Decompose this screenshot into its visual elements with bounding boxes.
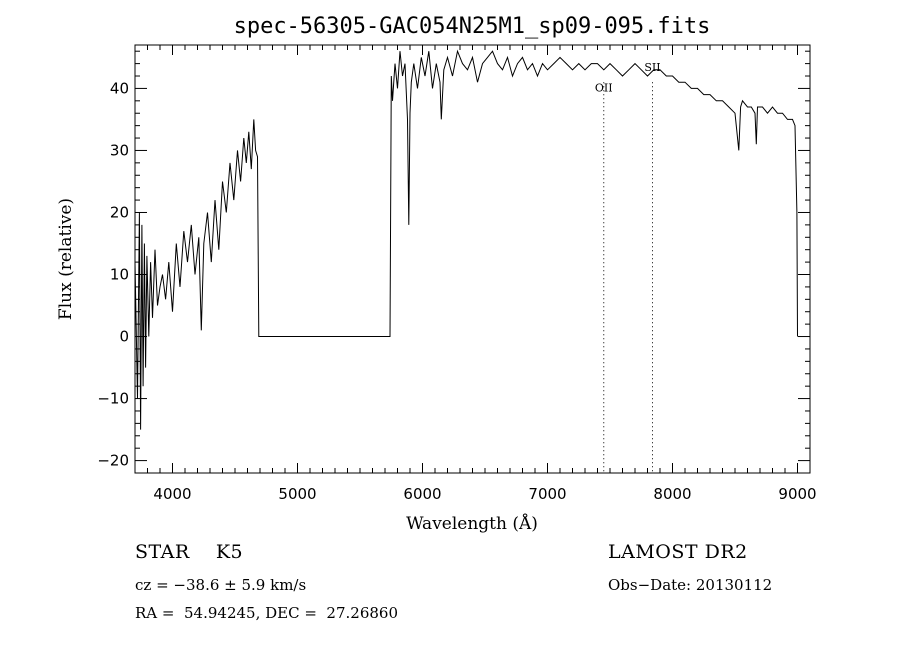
redshift-readout: cz = −38.6 ± 5.9 km/s [135,576,307,594]
object-class: STAR K5 [135,541,244,563]
spectrum-line [134,49,798,430]
plot-area: 4000 5000 6000 7000 8000 9000 −20 −10 0 10 20 30 40 O… [97,44,817,503]
y-tick-label: 0 [119,328,129,346]
x-tick-label: 6000 [403,485,441,503]
y-tick-label: 20 [110,203,129,221]
obs-date-readout: Obs−Date: 20130112 [608,576,773,594]
x-axis-label: Wavelength (Å) [406,513,538,534]
x-tick-label: 4000 [153,485,191,503]
x-tick-label: 8000 [653,485,691,503]
coordinates-readout: RA = 54.94245, DEC = 27.26860 [135,604,399,622]
y-tick-label: −10 [97,390,129,408]
x-tick-label: 7000 [528,485,566,503]
chart-title: spec-56305-GAC054N25M1_sp09-095.fits [234,14,711,39]
y-axis-label: Flux (relative) [56,198,76,320]
x-tick-label: 5000 [278,485,316,503]
survey-name: LAMOST DR2 [608,541,748,563]
y-tick-label: 30 [110,141,129,159]
emission-line-label: SII [644,61,660,74]
x-tick-label: 9000 [778,485,816,503]
plot-frame [134,44,811,474]
y-tick-label: −20 [97,452,129,470]
y-tick-label: 40 [110,79,129,97]
y-tick-label: 10 [110,266,129,284]
emission-line-label: OII [595,82,613,95]
